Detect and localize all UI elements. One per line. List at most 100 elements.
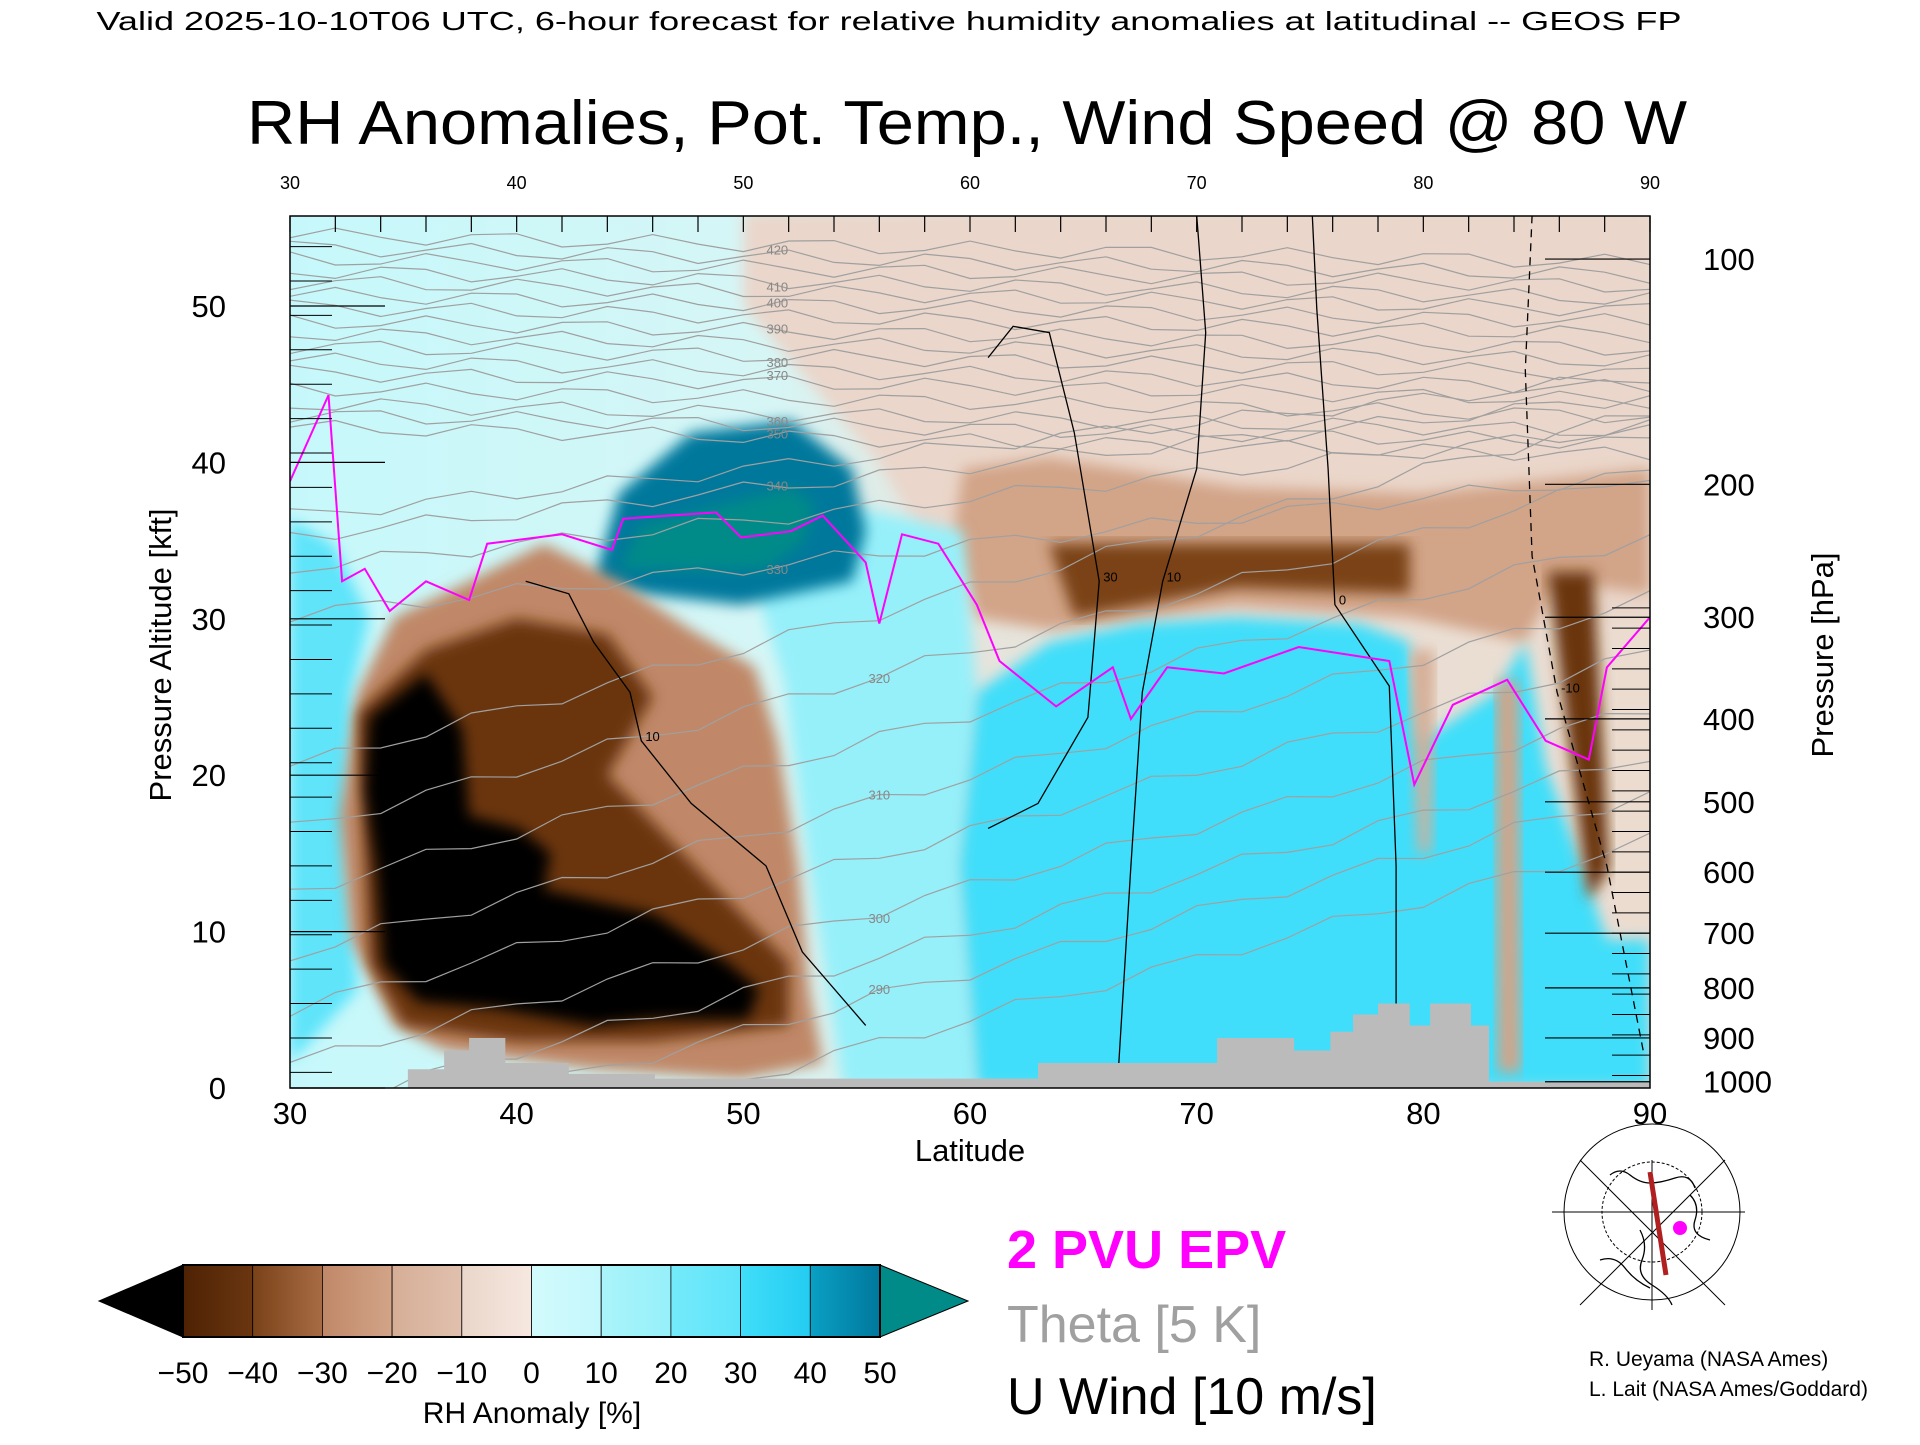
theta-contour-315	[290, 534, 1650, 890]
colorbar-tick-label: 40	[794, 1357, 827, 1390]
colorbar-segment	[391, 1264, 463, 1338]
colorbar-segment	[321, 1264, 393, 1338]
pressure-tick-label: 100	[1703, 242, 1755, 277]
terrain-group	[407, 1003, 1650, 1088]
bottom-x-tick-label: 60	[953, 1096, 987, 1131]
bottom-x-tick-label: 80	[1406, 1096, 1440, 1131]
rh-anomaly-region-7	[618, 487, 816, 571]
rh-anomaly-region-11	[1409, 650, 1435, 854]
theta-contour-300	[290, 712, 1650, 1063]
bottom-x-tick-labels: 30 40 50 60 70 80 90	[273, 1096, 1667, 1131]
rh-anomaly-region-13	[1548, 571, 1610, 901]
legend-pvu: 2 PVU EPV	[1007, 1220, 1286, 1280]
pvu2-line	[290, 394, 1650, 788]
top-x-tick-label: 70	[1187, 173, 1207, 193]
theta-contour-285	[685, 832, 1650, 1088]
y2-axis-label: Pressure [hPa]	[1805, 552, 1840, 757]
theta-label: 380	[766, 355, 788, 370]
theta-label: 320	[868, 671, 890, 686]
wind-contour-2	[525, 580, 867, 1026]
theta-contour-380	[290, 340, 1650, 381]
theta-contour-395	[290, 299, 1650, 344]
colorbar-tick-label: 50	[863, 1357, 896, 1390]
theta-contour-320	[290, 479, 1650, 823]
rh-anomaly-field	[290, 216, 1650, 1088]
theta-label: 370	[766, 368, 788, 383]
bottom-x-tick-label: 50	[726, 1096, 760, 1131]
legend-wind: U Wind [10 m/s]	[1007, 1368, 1377, 1426]
theta-contour-370	[290, 364, 1650, 409]
colorbar-tick-label: −20	[367, 1357, 418, 1390]
wind-contour-4	[987, 325, 1100, 829]
theta-label: 400	[766, 295, 788, 310]
wind-contour-label: 30	[1103, 569, 1117, 584]
theta-contour-335	[290, 419, 1650, 574]
plot-area: 2903003103203303403503603703803904004104…	[289, 215, 1651, 1089]
wind-contour-label: 10	[1167, 569, 1181, 584]
pressure-tick-label: 600	[1703, 855, 1755, 890]
rh-anomaly-region-2	[1049, 543, 1410, 618]
colorbar-tick-label: 30	[724, 1357, 757, 1390]
theta-label: 390	[766, 321, 788, 336]
theta-contour-330	[290, 469, 1650, 623]
theta-contour-290	[531, 791, 1650, 1088]
y-axis-label: Pressure Altitude [kft]	[143, 509, 178, 802]
top-x-tick-label: 50	[733, 173, 753, 193]
left-y-tick-labels: 0 10 20 30 40 50	[192, 289, 226, 1106]
theta-contours: 2903003103203303403503603703803904004104…	[290, 227, 1650, 1088]
pvu2-line-group	[290, 394, 1650, 788]
theta-contour-390	[290, 314, 1650, 356]
rh-anomaly-region-5	[958, 617, 1650, 1088]
rh-anomaly-region-4	[741, 509, 977, 1088]
chart-title: RH Anomalies, Pot. Temp., Wind Speed @ 8…	[247, 89, 1688, 158]
colorbar-tick-label: −30	[297, 1357, 348, 1390]
left-y-tick-label: 40	[192, 445, 226, 480]
colorbar-segment	[531, 1264, 602, 1338]
pressure-tick-label: 300	[1703, 600, 1755, 635]
wind-contour-label: 0	[1339, 593, 1346, 608]
location-marker	[1673, 1221, 1687, 1235]
wind-contours: 10 0 10 -10 30	[525, 216, 1644, 1088]
theta-contour-385	[290, 328, 1650, 367]
top-x-tick-label: 60	[960, 173, 980, 193]
left-y-tick-label: 0	[209, 1071, 226, 1106]
colorbar-segment	[252, 1264, 323, 1338]
cross-section-line	[1647, 1171, 1669, 1276]
pressure-tick-label: 500	[1703, 785, 1755, 820]
theta-contour-425	[290, 227, 1650, 268]
colorbar-tick-label: 10	[585, 1357, 618, 1390]
theta-contour-310	[290, 590, 1650, 962]
theta-label: 360	[766, 414, 788, 429]
theta-label: 330	[766, 562, 788, 577]
theta-label: 300	[868, 911, 890, 926]
wind-contour-label: -10	[1561, 680, 1580, 695]
colorbar-tick-label: 0	[523, 1357, 540, 1390]
colorbar-label: RH Anomaly [%]	[423, 1397, 641, 1430]
rh-anomaly-region-12	[1495, 681, 1521, 1073]
legend-theta: Theta [5 K]	[1007, 1296, 1261, 1354]
top-x-tick-label: 30	[280, 173, 300, 193]
theta-contour-365	[290, 382, 1650, 424]
colorbar-tick-label: −40	[227, 1357, 278, 1390]
globe-outline-icon	[1552, 1123, 1745, 1310]
theta-contour-400	[290, 286, 1650, 328]
colorbar-segment	[809, 1264, 881, 1338]
plot-frame	[289, 215, 1651, 1089]
wind-contour-3	[1524, 216, 1644, 1051]
valid-time-line: Valid 2025-10-10T06 UTC, 6-hour forecast…	[97, 6, 1682, 36]
left-y-tick-label: 20	[192, 758, 226, 793]
theta-label: 310	[868, 787, 890, 802]
left-y-tick-label: 10	[192, 915, 226, 950]
theta-contour-345	[290, 376, 1650, 516]
bottom-x-tick-label: 40	[499, 1096, 533, 1131]
top-x-tick-label: 40	[507, 173, 527, 193]
colorbar: −50 −40 −30 −20 −10 0 10 20 30 40 50	[97, 1264, 970, 1390]
right-pressure-tick-labels: 100 200 300 400 500 600 700 800 900 1000	[1703, 242, 1772, 1100]
colorbar-segment	[670, 1264, 742, 1338]
colorbar-segment	[182, 1264, 254, 1338]
theta-contour-415	[290, 251, 1650, 293]
pressure-tick-label: 200	[1703, 467, 1755, 502]
theta-label: 420	[766, 243, 788, 258]
theta-label: 350	[766, 426, 788, 441]
